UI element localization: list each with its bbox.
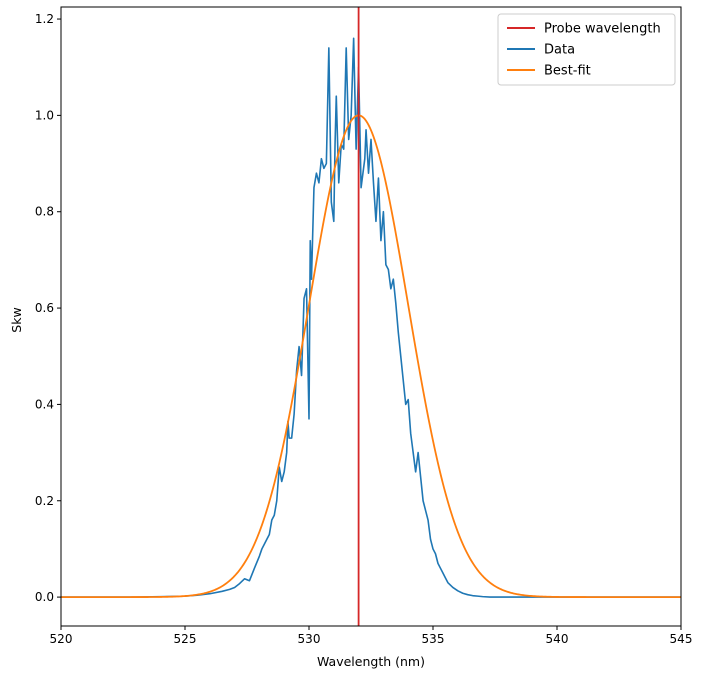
legend-label-probe: Probe wavelength	[544, 22, 661, 37]
data-line	[61, 37, 681, 598]
y-tick-label: 1.0	[35, 108, 54, 122]
legend: Probe wavelength Data Best-fit	[497, 13, 676, 86]
x-tick-label: 545	[670, 632, 693, 646]
y-tick-label: 0.2	[35, 494, 54, 508]
x-axis-label: Wavelength (nm)	[317, 654, 425, 669]
best-fit-line	[61, 114, 681, 598]
y-tick-label: 1.2	[35, 12, 54, 26]
x-tick-label: 540	[546, 632, 569, 646]
legend-label-data: Data	[544, 43, 575, 58]
y-tick-label: 0.8	[35, 205, 54, 219]
y-tick-label: 0.4	[35, 397, 54, 411]
axes: 520 525 530 535 540 545 0.0 0.2 0.4 0.6 0.8 1.0 1.2	[35, 6, 693, 646]
x-tick-label: 530	[298, 632, 321, 646]
y-tick-label: 0.0	[35, 590, 54, 604]
x-tick-label: 525	[174, 632, 197, 646]
x-tick-label: 520	[50, 632, 73, 646]
plot-area	[61, 7, 681, 626]
y-tick-label: 0.6	[35, 301, 54, 315]
series-group	[61, 7, 681, 626]
legend-label-bestfit: Best-fit	[544, 64, 591, 79]
axes-frame	[60, 6, 682, 627]
legend-frame	[497, 13, 676, 86]
x-tick-label: 535	[422, 632, 445, 646]
y-axis-label: Skw	[9, 307, 24, 332]
